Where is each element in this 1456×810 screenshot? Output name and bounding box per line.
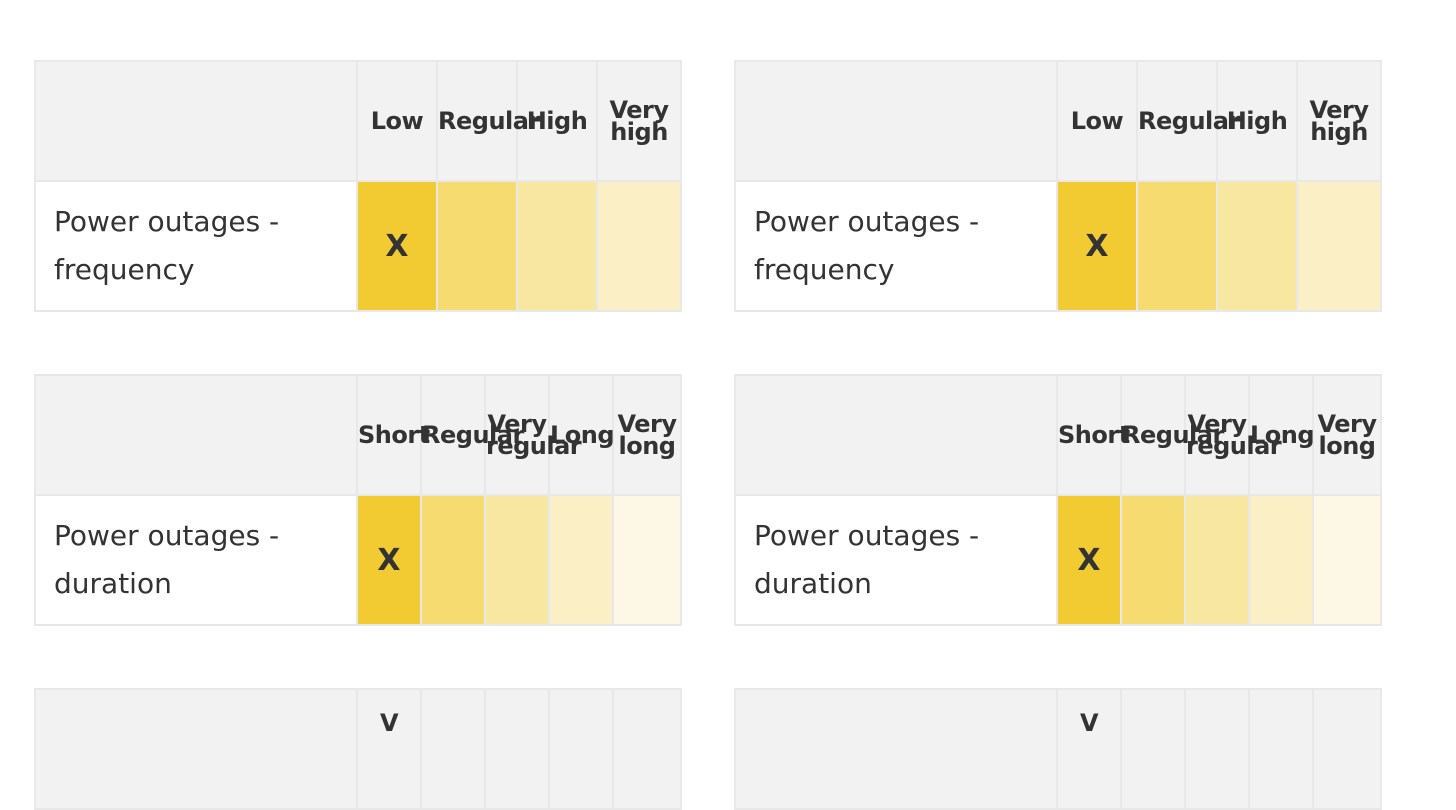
column-header: Regular (436, 60, 540, 182)
duration-table-left: Short Regular Very regular Long Very lon… (34, 374, 682, 626)
rating-cell-selected: X (356, 180, 438, 312)
column-header: Very high (1296, 60, 1382, 182)
rating-cell (596, 180, 682, 312)
rating-cell (612, 494, 682, 626)
rating-cell (1184, 494, 1250, 626)
header-corner (734, 60, 1058, 182)
rating-cell (484, 494, 550, 626)
header-corner (734, 688, 1058, 810)
rating-cell-selected: X (356, 494, 422, 626)
table-header-row: V (734, 688, 1382, 810)
column-header (1184, 688, 1250, 810)
column-header: Short (1056, 374, 1130, 496)
rating-cell (436, 180, 518, 312)
partial-table-left: V (34, 688, 682, 810)
duration-table-right: Short Regular Very regular Long Very lon… (734, 374, 1382, 626)
row-label: Power outages - duration (734, 494, 1058, 626)
rating-cell (516, 180, 598, 312)
rating-cell (1120, 494, 1186, 626)
rating-cell (1312, 494, 1382, 626)
column-header (484, 688, 550, 810)
row-label: Power outages - frequency (734, 180, 1058, 312)
column-header: Low (1056, 60, 1138, 182)
table-row: Power outages - frequency X (34, 180, 682, 312)
column-header (420, 688, 486, 810)
table-header-row: Low Regular High Very high (34, 60, 682, 182)
column-header: V (356, 688, 422, 810)
column-header: Long (548, 374, 615, 496)
rating-cell-selected: X (1056, 180, 1138, 312)
table-row: Power outages - duration X (734, 494, 1382, 626)
column-header (1248, 688, 1314, 810)
column-header: Long (1248, 374, 1315, 496)
frequency-table-left: Low Regular High Very high Power outages… (34, 60, 682, 312)
column-header: High (516, 60, 598, 182)
frequency-table-right: Low Regular High Very high Power outages… (734, 60, 1382, 312)
rating-cell-selected: X (1056, 494, 1122, 626)
row-label: Power outages - frequency (34, 180, 358, 312)
column-header: Very regular (1184, 374, 1282, 496)
partial-table-right: V (734, 688, 1382, 810)
column-header: Low (356, 60, 438, 182)
table-header-row: V (34, 688, 682, 810)
rating-cell (548, 494, 614, 626)
column-header: Very regular (484, 374, 582, 496)
table-row: Power outages - duration X (34, 494, 682, 626)
table-header-row: Short Regular Very regular Long Very lon… (34, 374, 682, 496)
rating-cell (1136, 180, 1218, 312)
column-header (548, 688, 614, 810)
table-header-row: Low Regular High Very high (734, 60, 1382, 182)
header-corner (734, 374, 1058, 496)
column-header: Regular (1120, 374, 1224, 496)
header-corner (34, 374, 358, 496)
table-header-row: Short Regular Very regular Long Very lon… (734, 374, 1382, 496)
column-header: Regular (420, 374, 524, 496)
column-header: Very long (612, 374, 682, 496)
column-header (1120, 688, 1186, 810)
rating-cell (420, 494, 486, 626)
row-label: Power outages - duration (34, 494, 358, 626)
column-header: Regular (1136, 60, 1240, 182)
table-row: Power outages - frequency X (734, 180, 1382, 312)
column-header: V (1056, 688, 1122, 810)
column-header: Short (356, 374, 430, 496)
column-header: High (1216, 60, 1298, 182)
rating-cell (1296, 180, 1382, 312)
header-corner (34, 60, 358, 182)
column-header: Very high (596, 60, 682, 182)
rating-cell (1216, 180, 1298, 312)
rating-cell (1248, 494, 1314, 626)
column-header (1312, 688, 1382, 810)
column-header (612, 688, 682, 810)
column-header: Very long (1312, 374, 1382, 496)
header-corner (34, 688, 358, 810)
